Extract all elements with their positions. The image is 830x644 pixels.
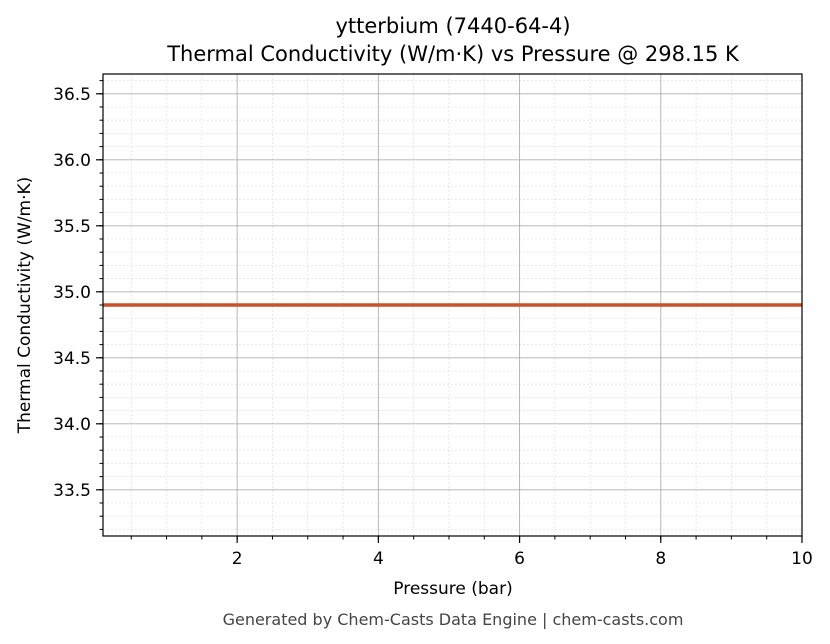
y-tick-label: 35.0 — [53, 283, 91, 303]
y-tick-label: 34.5 — [53, 349, 91, 369]
chart-subtitle: Thermal Conductivity (W/m·K) vs Pressure… — [166, 42, 740, 66]
x-tick-label: 10 — [791, 549, 813, 569]
x-tick-label: 2 — [232, 549, 243, 569]
tick-labels: 2 4 6 8 10 33.5 34.0 34.5 35.0 35.5 36.0 36.5 — [53, 85, 813, 569]
x-axis-label: Pressure (bar) — [393, 579, 512, 599]
y-tick-label: 36.0 — [53, 151, 91, 171]
x-tick-label: 6 — [514, 549, 525, 569]
footer-credit: Generated by Chem-Casts Data Engine | ch… — [223, 610, 684, 629]
y-tick-label: 35.5 — [53, 217, 91, 237]
y-tick-label: 34.0 — [53, 415, 91, 435]
tick-marks — [96, 80, 803, 543]
x-tick-label: 4 — [373, 549, 384, 569]
y-tick-label: 36.5 — [53, 85, 91, 105]
y-axis-label: Thermal Conductivity (W/m·K) — [15, 177, 35, 435]
y-tick-label: 33.5 — [53, 481, 91, 501]
x-tick-label: 8 — [655, 549, 666, 569]
chart-title: ytterbium (7440-64-4) — [335, 14, 570, 38]
